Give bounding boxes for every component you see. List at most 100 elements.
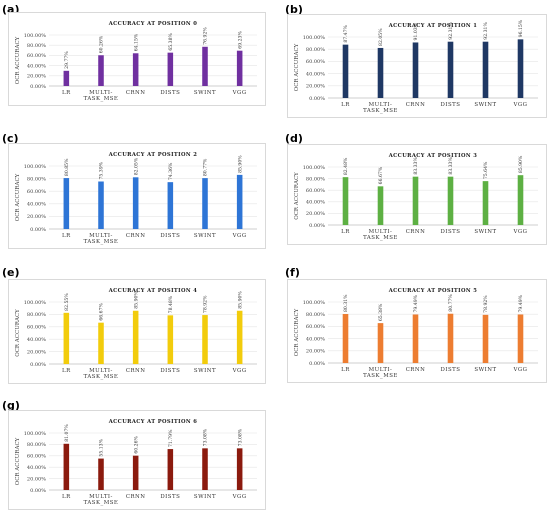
y-tick-label: 100.00%: [24, 431, 46, 437]
chart-position-3: ACCURACY AT POSITION 3 OCR ACCURACY 0.00% 2…: [287, 144, 547, 245]
data-label: 75.39%: [99, 161, 105, 179]
panel-label-g: (g): [2, 399, 20, 412]
data-label: 82.05%: [378, 28, 384, 46]
bar-dists: [167, 449, 174, 490]
x-tick-label: VGG: [232, 368, 247, 374]
x-tick-label: LR: [62, 90, 71, 96]
x-tick-label: MULTI-TASK_MSE: [84, 233, 119, 245]
chart-title: ACCURACY AT POSITION 5: [388, 288, 478, 294]
bar-vgg: [517, 39, 524, 98]
data-label: 79.49%: [518, 294, 524, 312]
bar-lr: [63, 70, 70, 86]
x-tick-label: CRNN: [406, 102, 426, 108]
bar-crnn: [412, 314, 419, 363]
bar-swint: [202, 448, 208, 490]
data-label: 65.38%: [168, 33, 174, 51]
x-tick-label: CRNN: [126, 90, 146, 96]
x-tick-label: VGG: [512, 367, 527, 373]
y-tick-label: 0.00%: [309, 96, 325, 102]
bar-crnn: [132, 53, 139, 86]
data-label: 65.38%: [378, 303, 384, 321]
data-label: 92.31%: [483, 22, 489, 40]
y-tick-label: 20.00%: [27, 476, 46, 482]
x-tick-label: DISTS: [160, 233, 180, 239]
bar-dists: [167, 315, 174, 364]
y-tick-label: 0.00%: [30, 84, 46, 90]
y-tick-label: 40.00%: [27, 63, 46, 69]
y-tick-label: 0.00%: [30, 488, 46, 494]
x-tick-label: DISTS: [441, 367, 461, 373]
bar-multi-task-mse: [377, 47, 384, 98]
data-label: 80.77%: [203, 158, 209, 176]
data-label: 87.47%: [343, 24, 349, 42]
bar-swint: [482, 41, 489, 98]
y-tick-label: 40.00%: [306, 71, 325, 77]
y-tick-label: 0.00%: [309, 361, 325, 367]
chart-position-0: ACCURACY AT POSITION 0 OCR ACCURACY 0.00% 2…: [8, 12, 266, 106]
x-tick-label: VGG: [512, 229, 527, 235]
y-tick-label: 60.00%: [306, 324, 325, 330]
y-tick-label: 20.00%: [306, 349, 325, 355]
y-tick-label: 80.00%: [27, 43, 46, 49]
data-label: 78.92%: [483, 295, 489, 313]
chart-position-4: ACCURACY AT POSITION 4 OCR ACCURACY 0.00% 2…: [8, 279, 266, 384]
x-tick-label: LR: [62, 233, 71, 239]
bar-multi-task-mse: [98, 458, 104, 490]
y-tick-label: 60.00%: [27, 189, 46, 195]
panel-label-f: (f): [285, 266, 300, 279]
data-label: 80.85%: [64, 158, 70, 176]
chart-title: ACCURACY AT POSITION 6: [108, 419, 198, 425]
data-label: 85.90%: [237, 291, 243, 309]
bar-lr: [342, 314, 349, 363]
y-tick-label: 0.00%: [309, 223, 325, 229]
x-tick-label: SWINT: [194, 368, 216, 374]
bar-crnn: [132, 455, 139, 490]
bar-vgg: [236, 174, 243, 229]
bar-multi-task-mse: [377, 323, 384, 363]
x-tick-label: CRNN: [406, 229, 426, 235]
data-label: 66.67%: [378, 166, 384, 184]
y-tick-label: 80.00%: [27, 312, 46, 318]
bar-swint: [202, 315, 208, 364]
chart-title: ACCURACY AT POSITION 0: [108, 21, 198, 27]
y-tick-label: 20.00%: [27, 349, 46, 355]
x-tick-label: CRNN: [406, 367, 426, 373]
x-tick-label: VGG: [232, 233, 247, 239]
bar-lr: [342, 177, 349, 225]
y-tick-label: 60.00%: [27, 454, 46, 460]
x-tick-label: SWINT: [474, 102, 496, 108]
y-tick-label: 80.00%: [27, 176, 46, 182]
bar-dists: [167, 52, 174, 86]
data-label: 83.33%: [413, 157, 419, 175]
y-tick-label: 80.00%: [306, 176, 325, 182]
chart-title: ACCURACY AT POSITION 3: [388, 153, 478, 159]
x-tick-label: SWINT: [194, 90, 216, 96]
x-tick-label: CRNN: [126, 233, 146, 239]
x-tick-label: LR: [62, 494, 71, 500]
data-label: 76.92%: [203, 27, 209, 45]
data-label: 73.08%: [237, 428, 243, 446]
data-label: 73.08%: [203, 428, 209, 446]
y-tick-label: 60.00%: [27, 53, 46, 59]
y-axis-label: OCR ACCURACY: [15, 36, 21, 84]
y-tick-label: 60.00%: [27, 325, 46, 331]
x-tick-label: SWINT: [194, 233, 216, 239]
bar-lr: [63, 312, 70, 364]
x-tick-label: LR: [341, 367, 350, 373]
bar-crnn: [132, 177, 139, 229]
x-tick-label: MULTI-TASK_MSE: [84, 494, 119, 506]
bar-crnn: [412, 42, 419, 98]
y-tick-label: 40.00%: [306, 336, 325, 342]
chart-position-6: ACCURACY AT POSITION 6 OCR ACCURACY 0.00% 2…: [8, 410, 266, 510]
x-tick-label: SWINT: [474, 229, 496, 235]
x-tick-label: MULTI-TASK_MSE: [84, 368, 119, 380]
x-tick-label: MULTI-TASK_MSE: [363, 102, 398, 114]
chart-title: ACCURACY AT POSITION 1: [388, 23, 478, 29]
y-tick-label: 100.00%: [24, 33, 46, 39]
data-label: 81.07%: [64, 424, 70, 442]
y-tick-label: 100.00%: [24, 300, 46, 306]
y-tick-label: 80.00%: [306, 47, 325, 53]
data-label: 60.26%: [99, 35, 105, 53]
y-tick-label: 0.00%: [30, 362, 46, 368]
x-tick-label: SWINT: [194, 494, 216, 500]
